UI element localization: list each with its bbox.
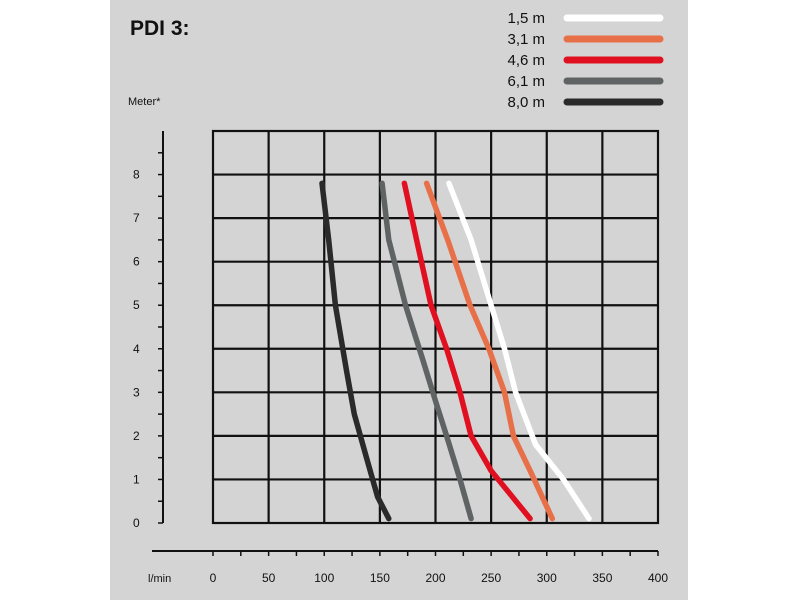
y-tick-label: 0 [133, 516, 140, 530]
y-axis-label: Meter* [128, 96, 161, 108]
x-tick-label: 50 [262, 571, 276, 585]
series-line [423, 180, 556, 522]
legend-label: 8,0 m [507, 94, 545, 111]
y-tick-label: 3 [133, 385, 140, 399]
x-tick-label: 0 [210, 571, 217, 585]
legend-label: 3,1 m [507, 31, 545, 48]
y-tick-label: 6 [133, 255, 140, 269]
x-tick-label: 300 [537, 571, 557, 585]
series-line [379, 180, 474, 522]
legend-label: 4,6 m [507, 52, 545, 69]
y-tick-label: 7 [133, 211, 140, 225]
legend: 1,5 m 3,1 m 4,6 m 6,1 m 8,0 m [507, 10, 664, 111]
y-tick-label: 4 [133, 342, 140, 356]
y-tick-label: 1 [133, 472, 140, 486]
x-tick-label: 150 [370, 571, 390, 585]
series-lines [319, 180, 592, 522]
legend-label: 6,1 m [507, 73, 545, 90]
x-axis-label: l/min [148, 573, 171, 585]
series-line [319, 180, 392, 522]
y-tick-label: 5 [133, 298, 140, 312]
x-tick-label: 100 [314, 571, 334, 585]
axes: 0 1 2 3 4 5 6 7 8 0 50 100 150 200 250 300 350 400 [133, 131, 668, 585]
grid [211, 129, 660, 525]
x-tick-label: 400 [648, 571, 668, 585]
series-line [401, 180, 533, 522]
x-tick-label: 350 [592, 571, 612, 585]
chart-title: PDI 3: [130, 17, 190, 40]
y-tick-label: 2 [133, 429, 140, 443]
legend-label: 1,5 m [507, 10, 545, 27]
y-tick-label: 8 [133, 168, 140, 182]
x-tick-label: 200 [425, 571, 445, 585]
series-line [446, 180, 592, 522]
x-tick-label: 250 [481, 571, 501, 585]
